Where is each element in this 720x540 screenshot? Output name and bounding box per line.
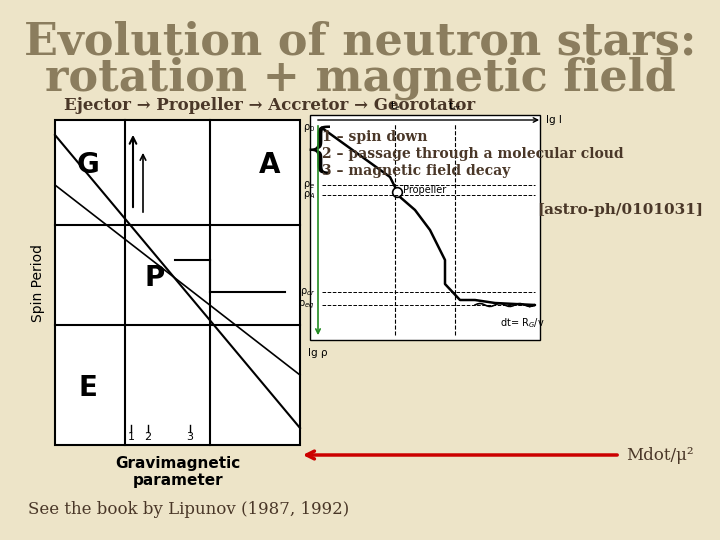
Text: ρ$_0$: ρ$_0$ [303, 122, 315, 134]
Text: Gravimagnetic
parameter: Gravimagnetic parameter [115, 456, 240, 488]
Text: Mdot/μ²: Mdot/μ² [626, 447, 693, 463]
Text: ρ$_{eq}$: ρ$_{eq}$ [299, 299, 315, 311]
Text: ρ$_e$: ρ$_e$ [303, 179, 315, 191]
Text: Spin Period: Spin Period [31, 244, 45, 322]
Text: t$_e$: t$_e$ [390, 99, 400, 113]
Text: Propeller: Propeller [403, 185, 446, 195]
Text: {: { [302, 125, 336, 176]
Bar [310, 115, 540, 340]
Text: dt= R$_G$/v: dt= R$_G$/v [500, 316, 544, 330]
Text: lg l: lg l [546, 115, 562, 125]
Text: 1: 1 [127, 432, 135, 442]
Text: rotation + magnetic field: rotation + magnetic field [45, 56, 675, 100]
Text: lg ρ: lg ρ [308, 348, 328, 358]
Text: Ejector → Propeller → Accretor → Georotator: Ejector → Propeller → Accretor → Georota… [64, 98, 476, 114]
Text: 3 – magnetic field decay: 3 – magnetic field decay [322, 164, 510, 178]
Text: 2: 2 [145, 432, 152, 442]
Text: ρ$_{cr}$: ρ$_{cr}$ [300, 286, 315, 298]
Text: 1 – spin down: 1 – spin down [322, 130, 428, 144]
Text: t$_{cr}$: t$_{cr}$ [449, 99, 462, 113]
Text: 3: 3 [186, 432, 194, 442]
Text: G: G [76, 151, 99, 179]
Text: P: P [145, 264, 165, 292]
Text: See the book by Lipunov (1987, 1992): See the book by Lipunov (1987, 1992) [28, 502, 349, 518]
Bar [55, 120, 300, 445]
Text: [astro-ph/0101031]: [astro-ph/0101031] [537, 203, 703, 217]
Text: E: E [78, 374, 97, 402]
Text: A: A [259, 151, 281, 179]
Text: Evolution of neutron stars:: Evolution of neutron stars: [24, 21, 696, 64]
Text: ρ$_A$: ρ$_A$ [302, 189, 315, 201]
Text: 2 – passage through a molecular cloud: 2 – passage through a molecular cloud [322, 147, 624, 161]
